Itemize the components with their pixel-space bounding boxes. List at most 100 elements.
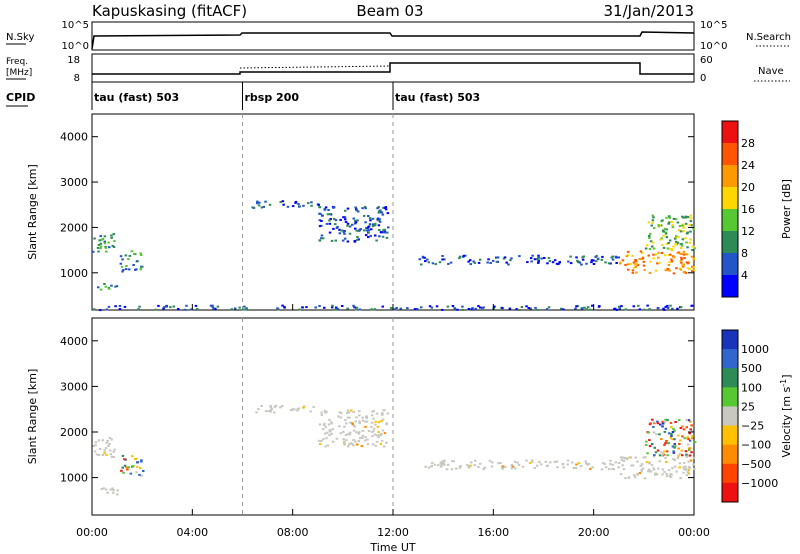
colorbar-swatch [722,463,738,484]
power-echo-cell [684,237,687,240]
velocity-echo-cell [324,445,327,448]
velocity-panel: 1000 2000 3000 4000 Slant Range [km] 1000 500 1… [26,317,793,516]
power-echo-cell [97,243,101,246]
power-echo-cell [335,227,339,229]
power-echo-cell [652,247,656,250]
power-echo-cell [686,267,690,270]
power-echo-cell [621,259,625,262]
power-echo-cell [230,308,233,311]
colorbar-swatch [722,165,738,188]
power-echo-cell [657,251,660,254]
power-echo-cell [321,214,324,217]
power-echo-cell [441,258,444,261]
power-echo-cell [328,219,331,222]
power-panel: 1000 2000 3000 4000 Slant Range [km] 4 8 12 16 20… [26,113,793,312]
velocity-echo-cell [320,411,323,414]
power-echo-cell [99,247,102,250]
power-echo-cell [277,308,280,311]
velocity-echo-cell [386,412,390,415]
power-echo-cell [378,235,381,238]
power-echo-cell [691,265,694,268]
velocity-echo-cell [97,454,100,456]
velocity-echo-cell [660,451,663,454]
power-echo-cell [686,231,689,234]
power-echo-cell [291,205,295,208]
x-axis-title: Time UT [369,541,415,554]
velocity-echo-cell [687,469,691,472]
power-echo-cell [471,307,474,310]
velocity-echo-cell [355,416,358,419]
velocity-echo-cell [352,411,355,414]
power-echo-cell [675,267,678,270]
velocity-echo-cell [348,421,352,424]
power-echo-cell [334,223,337,226]
colorbar-tick-label: 20 [741,181,755,194]
colorbar-title: Velocity [m s-1] [779,374,793,457]
power-echo-cell [359,228,362,230]
power-echo-cell [137,308,140,311]
power-echo-cell [374,222,377,225]
power-echo-cell [443,258,446,261]
power-echo-cell [585,308,588,311]
power-echo-cell [209,304,213,307]
power-echo-cell [114,285,117,288]
velocity-echo-cell [303,405,306,408]
power-echo-cell [93,308,96,311]
velocity-echo-cell [619,473,623,476]
velocity-echo-cell [682,428,686,431]
power-echo-cell [671,226,675,229]
velocity-echo-cell [479,462,482,465]
power-echo-cell [473,261,477,264]
velocity-echo-cell [103,449,106,452]
velocity-echo-cell [510,464,513,467]
power-echo-cell [441,255,444,257]
power-echo-cell [256,202,259,205]
power-echo-cell [423,256,426,259]
power-echo-cell [338,232,342,235]
velocity-echo-cell [673,443,676,446]
power-echo-cell [467,260,470,263]
power-echo-cell [103,240,106,243]
velocity-echo-cell [439,462,442,465]
power-echo-cell [666,247,670,250]
power-echo-cell [336,308,340,311]
power-echo-cell [338,228,341,231]
velocity-echo-cell [685,426,688,429]
power-echo-cell [99,288,103,291]
noise-right-tick-bottom: 10^0 [700,41,727,52]
x-tick-label: 00:00 [76,526,108,539]
velocity-echo-cell [572,467,576,469]
power-echo-cell [625,255,628,258]
power-echo-cell [380,211,384,214]
velocity-echo-cell [629,456,633,459]
power-echo-cell [648,247,652,250]
velocity-echo-cell [365,417,368,420]
velocity-echo-cell [647,470,650,473]
power-echo-cell [327,209,330,211]
power-echo-cell [399,307,402,310]
velocity-echo-cell [645,444,648,446]
power-echo-cell [683,270,686,273]
velocity-echo-cell [670,438,674,441]
power-echo-cell [386,212,390,215]
power-echo-cell [537,257,540,260]
power-echo-cell [645,244,649,247]
power-echo-cell [530,260,533,263]
velocity-echo-cell [358,414,361,417]
velocity-echo-cell [347,443,351,446]
power-echo-cell [660,252,664,254]
power-echo-cell [318,206,322,209]
velocity-echo-cell [139,467,142,470]
power-echo-cell [384,206,388,209]
power-echo-cell [601,255,604,258]
velocity-echo-cell [348,416,351,419]
velocity-echo-cell [678,466,681,469]
power-echo-cell [477,261,481,264]
noise-left-tick-top: 10^5 [62,20,89,31]
velocity-echo-cell [365,415,368,418]
power-echo-cell [632,261,636,264]
power-echo-cell [666,307,670,309]
velocity-echo-cell [649,422,652,425]
velocity-echo-cell [113,448,116,451]
velocity-echo-cell [556,466,559,469]
